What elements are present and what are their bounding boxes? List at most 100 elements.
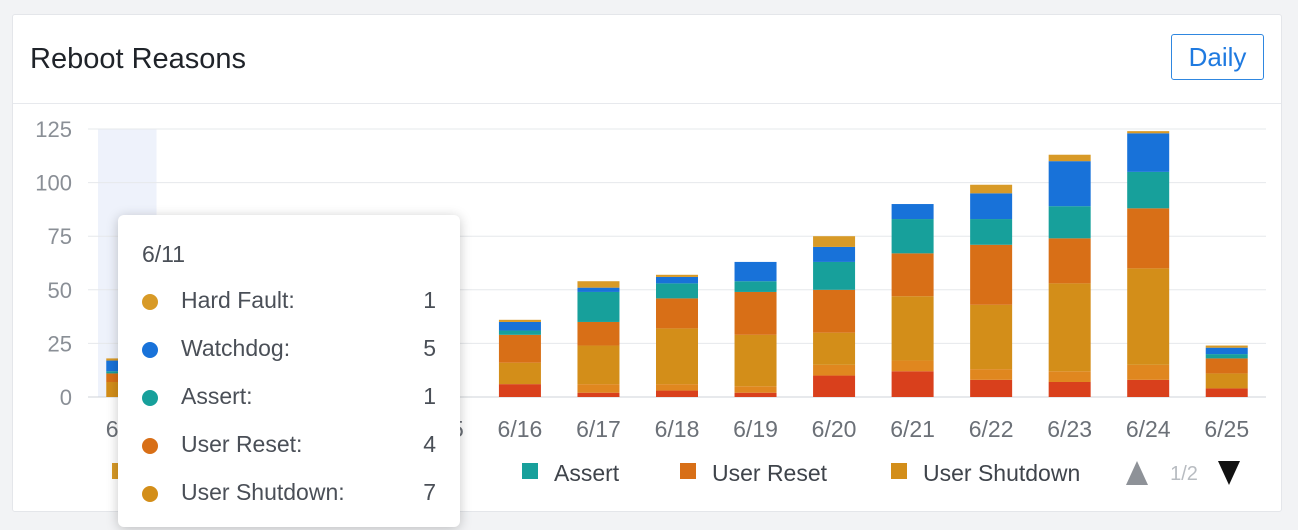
bar-segment	[498, 334, 541, 363]
bar-segment	[656, 283, 698, 299]
bar-segment	[498, 330, 541, 335]
bar-segment	[1127, 131, 1170, 134]
x-tick-label: 6/17	[576, 416, 621, 442]
bar-segment	[577, 384, 620, 393]
y-tick-label: 25	[48, 331, 72, 356]
legend-label: User Reset	[712, 460, 828, 486]
bar-segment	[734, 281, 777, 292]
bar-segment	[970, 193, 1013, 220]
bar-segment	[891, 204, 934, 220]
x-tick-label: 6/21	[890, 416, 935, 442]
bar-segment	[970, 244, 1013, 305]
bar-segment	[1127, 364, 1170, 380]
y-tick-label: 0	[60, 385, 72, 410]
bar-segment	[577, 392, 620, 397]
legend-swatch	[891, 463, 907, 479]
bar-segment	[1127, 208, 1170, 269]
bar-segment	[498, 321, 541, 331]
bar-segment	[1127, 268, 1170, 365]
bar-segment	[1048, 381, 1091, 397]
bar-segment	[577, 281, 620, 288]
tooltip-row-value: 1	[423, 383, 436, 409]
tooltip-color-dot	[142, 390, 158, 406]
bar-segment	[1048, 371, 1091, 382]
bar-segment	[498, 384, 541, 397]
bar-segment	[813, 236, 856, 247]
bar-segment	[734, 291, 777, 335]
bar-segment	[1048, 283, 1091, 372]
tooltip-color-dot	[142, 486, 158, 502]
bar-segment	[1205, 373, 1248, 389]
x-tick-label: 6/18	[655, 416, 700, 442]
tooltip-row-value: 1	[423, 287, 436, 313]
bar-segment	[577, 345, 620, 385]
bar-segment	[813, 261, 856, 290]
bar-segment	[1205, 358, 1248, 374]
bar-segment	[1048, 206, 1091, 239]
bar-segment	[656, 390, 698, 397]
bar-segment	[813, 364, 856, 376]
bar-segment	[970, 369, 1013, 380]
bar-segment	[970, 304, 1013, 370]
bar-segment	[970, 219, 1013, 245]
legend-swatch	[522, 463, 538, 479]
bar-segment	[656, 298, 698, 329]
tooltip-title: 6/11	[142, 241, 186, 267]
tooltip-color-dot	[142, 438, 158, 454]
bar-segment	[1127, 379, 1170, 397]
bar-segment	[813, 375, 856, 397]
x-tick-label: 6/20	[812, 416, 857, 442]
bar-segment	[813, 332, 856, 365]
tooltip-color-dot	[142, 294, 158, 310]
bar-segment	[1205, 388, 1248, 397]
tooltip-row: Watchdog: 5	[142, 335, 436, 365]
bar-segment	[1048, 238, 1091, 284]
bar-segment	[734, 334, 777, 387]
bar-segment	[734, 392, 777, 397]
x-tick-label: 6/25	[1204, 416, 1249, 442]
tooltip-row-value: 5	[423, 335, 436, 361]
bar-segment	[813, 246, 856, 262]
bar-segment	[891, 219, 934, 254]
tooltip-row-label: Hard Fault:	[181, 287, 295, 313]
chart-tooltip: 6/11 Hard Fault: 1 Watchdog: 5 Assert: 1…	[118, 215, 460, 527]
bar-segment	[1205, 347, 1248, 355]
bar-segment	[734, 261, 777, 282]
tooltip-row: Assert: 1	[142, 383, 436, 413]
bar-segment	[734, 386, 777, 393]
bar-segment	[1205, 345, 1248, 348]
tooltip-color-dot	[142, 342, 158, 358]
bar-segment	[656, 384, 698, 391]
tooltip-row-value: 7	[423, 479, 436, 505]
x-tick-label: 6/22	[969, 416, 1014, 442]
x-tick-label: 6/23	[1047, 416, 1092, 442]
tooltip-row-label: User Shutdown:	[181, 479, 345, 505]
tooltip-row-label: User Reset:	[181, 431, 303, 457]
legend-next-arrow-icon	[1218, 461, 1240, 485]
legend-page-indicator: 1/2	[1170, 463, 1198, 485]
bar-segment	[498, 319, 541, 322]
card-header: Reboot Reasons Daily	[13, 15, 1281, 104]
bar-segment	[577, 287, 620, 292]
x-tick-label: 6/16	[498, 416, 543, 442]
legend-label: User Shutdown	[923, 460, 1080, 486]
daily-range-button[interactable]: Daily	[1171, 34, 1264, 80]
tooltip-row-label: Assert:	[181, 383, 253, 409]
y-tick-label: 50	[48, 278, 72, 303]
bar-segment	[891, 360, 934, 372]
bar-segment	[970, 379, 1013, 397]
legend-swatch	[680, 463, 696, 479]
bar-segment	[577, 291, 620, 322]
tooltip-row: User Reset: 4	[142, 431, 436, 461]
bar-segment	[1127, 171, 1170, 209]
bar-segment	[1205, 354, 1248, 359]
tooltip-row-value: 4	[423, 431, 436, 457]
bar-segment	[970, 184, 1013, 194]
legend-prev-arrow-icon	[1126, 461, 1148, 485]
legend-label: Assert	[554, 460, 620, 486]
bar-segment	[577, 321, 620, 346]
bar-segment	[813, 289, 856, 333]
bar-segment	[656, 276, 698, 284]
y-tick-label: 100	[35, 171, 72, 196]
y-tick-label: 125	[35, 117, 72, 142]
